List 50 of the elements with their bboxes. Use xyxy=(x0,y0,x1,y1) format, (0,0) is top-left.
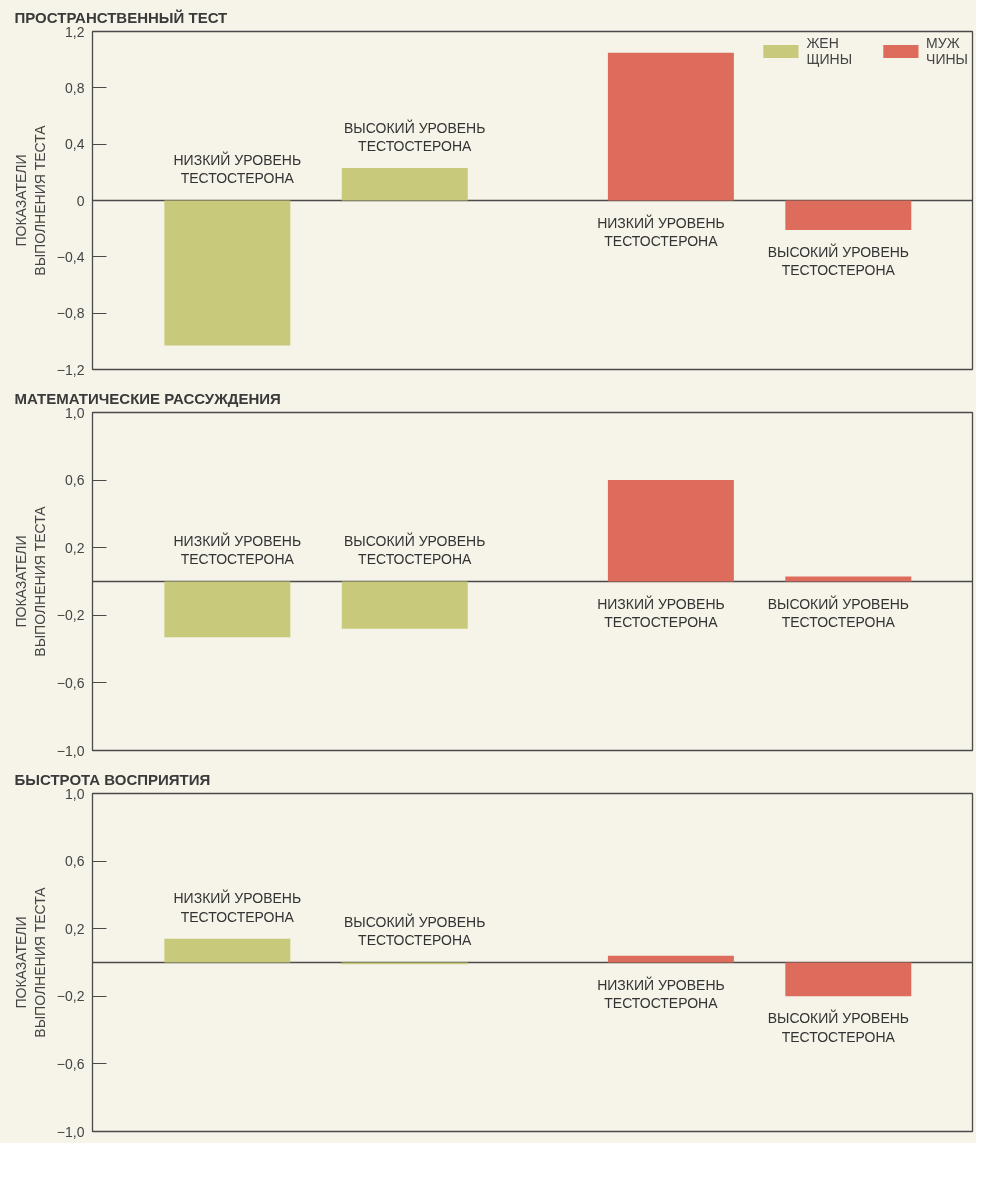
x-tick-label: НИЗКИЙ УРОВЕНЬ ТЕСТОСТЕРОНА xyxy=(173,151,302,187)
bar xyxy=(785,576,912,582)
bar xyxy=(164,938,291,963)
y-axis-title: ПОКАЗАТЕЛИ ВЫПОЛНЕНИЯ ТЕСТА xyxy=(12,124,48,276)
chart-title: БЫСТРОТА ВОСПРИЯТИЯ xyxy=(14,770,211,788)
y-tick-label: 1,0 xyxy=(65,785,85,802)
bar xyxy=(785,962,912,997)
bar xyxy=(785,200,912,231)
x-tick-label: ВЫСОКИЙ УРОВЕНЬ ТЕСТОСТЕРОНА xyxy=(344,118,486,155)
y-tick-label: 0,6 xyxy=(65,853,85,870)
y-tick-label: 0,2 xyxy=(65,920,85,937)
y-tick-label: 0,2 xyxy=(65,539,85,556)
y-tick-label: 0 xyxy=(76,192,85,209)
y-tick-label: −0,2 xyxy=(56,988,85,1005)
chart-title: ПРОСТРАНСТВЕННЫЙ ТЕСТ xyxy=(14,8,228,26)
x-tick-label: НИЗКИЙ УРОВЕНЬ ТЕСТОСТЕРОНА xyxy=(597,213,725,249)
y-tick-label: −0,4 xyxy=(56,248,85,265)
x-tick-label: НИЗКИЙ УРОВЕНЬ ТЕСТОСТЕРОНА xyxy=(173,889,302,925)
y-tick-label: −1,2 xyxy=(56,361,85,378)
x-tick-label: НИЗКИЙ УРОВЕНЬ ТЕСТОСТЕРОНА xyxy=(173,532,302,568)
legend-label: ЖЕН ЩИНЫ xyxy=(806,35,853,67)
y-tick-label: −0,8 xyxy=(56,305,85,322)
y-tick-label: 0,6 xyxy=(65,472,85,489)
x-tick-label: НИЗКИЙ УРОВЕНЬ ТЕСТОСТЕРОНА xyxy=(597,594,725,630)
chart-title: МАТЕМАТИЧЕСКИЕ РАССУЖДЕНИЯ xyxy=(14,389,281,407)
y-tick-label: 1,0 xyxy=(65,404,85,421)
y-tick-label: −1,0 xyxy=(56,742,85,759)
y-axis-title: ПОКАЗАТЕЛИ ВЫПОЛНЕНИЯ ТЕСТА xyxy=(12,505,48,657)
y-tick-label: −0,2 xyxy=(56,607,85,624)
x-tick-label: ВЫСОКИЙ УРОВЕНЬ ТЕСТОСТЕРОНА xyxy=(344,532,486,568)
y-tick-label: −0,6 xyxy=(56,1055,85,1072)
y-axis-title: ПОКАЗАТЕЛИ ВЫПОЛНЕНИЯ ТЕСТА xyxy=(12,886,48,1038)
x-tick-label: ВЫСОКИЙ УРОВЕНЬ ТЕСТОСТЕРОНА xyxy=(767,594,910,630)
y-tick-label: 1,2 xyxy=(65,23,85,40)
y-tick-label: 0,4 xyxy=(65,136,85,153)
y-tick-label: −0,6 xyxy=(56,674,85,691)
bar xyxy=(607,955,734,963)
legend-label: МУЖ ЧИНЫ xyxy=(926,35,968,67)
x-tick-label: ВЫСОКИЙ УРОВЕНЬ ТЕСТОСТЕРОНА xyxy=(344,913,486,949)
bar xyxy=(607,52,734,201)
x-tick-label: ВЫСОКИЙ УРОВЕНЬ ТЕСТОСТЕРОНА xyxy=(767,243,910,279)
y-tick-label: −1,0 xyxy=(56,1123,85,1140)
bar xyxy=(341,168,468,201)
bar xyxy=(164,581,291,638)
bar xyxy=(607,480,734,582)
x-tick-label: НИЗКИЙ УРОВЕНЬ ТЕСТОСТЕРОНА xyxy=(597,975,725,1011)
x-tick-label: ВЫСОКИЙ УРОВЕНЬ ТЕСТОСТЕРОНА xyxy=(767,1009,910,1045)
bar xyxy=(341,581,468,629)
bar xyxy=(164,200,291,346)
y-tick-label: 0,8 xyxy=(65,79,85,96)
